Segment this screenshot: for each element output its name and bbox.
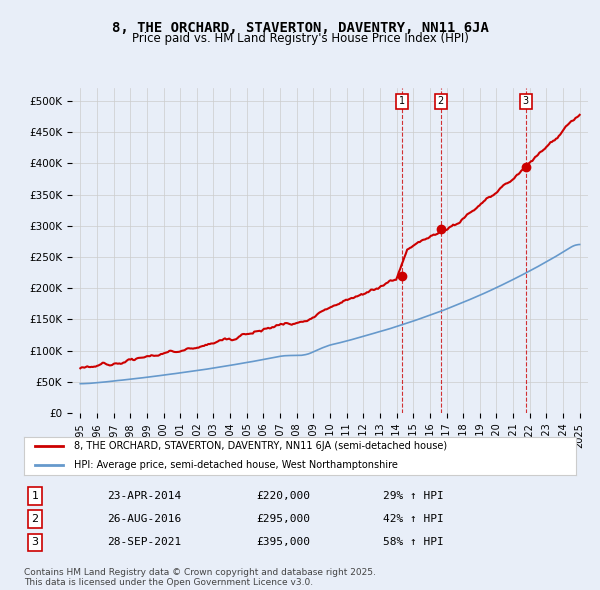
Text: 1: 1 xyxy=(32,491,38,502)
Text: 2: 2 xyxy=(31,514,38,525)
Text: 29% ↑ HPI: 29% ↑ HPI xyxy=(383,491,443,502)
Text: 1: 1 xyxy=(398,97,404,106)
Text: £220,000: £220,000 xyxy=(256,491,310,502)
Text: 58% ↑ HPI: 58% ↑ HPI xyxy=(383,537,443,548)
Text: 26-AUG-2016: 26-AUG-2016 xyxy=(107,514,181,525)
Text: 23-APR-2014: 23-APR-2014 xyxy=(107,491,181,502)
Text: £395,000: £395,000 xyxy=(256,537,310,548)
Text: 3: 3 xyxy=(523,97,529,106)
Text: 2: 2 xyxy=(437,97,444,106)
Text: Contains HM Land Registry data © Crown copyright and database right 2025.
This d: Contains HM Land Registry data © Crown c… xyxy=(24,568,376,587)
Text: 3: 3 xyxy=(32,537,38,548)
Text: 28-SEP-2021: 28-SEP-2021 xyxy=(107,537,181,548)
Text: 8, THE ORCHARD, STAVERTON, DAVENTRY, NN11 6JA (semi-detached house): 8, THE ORCHARD, STAVERTON, DAVENTRY, NN1… xyxy=(74,441,447,451)
Text: Price paid vs. HM Land Registry's House Price Index (HPI): Price paid vs. HM Land Registry's House … xyxy=(131,32,469,45)
Text: HPI: Average price, semi-detached house, West Northamptonshire: HPI: Average price, semi-detached house,… xyxy=(74,460,398,470)
Text: 42% ↑ HPI: 42% ↑ HPI xyxy=(383,514,443,525)
Text: 8, THE ORCHARD, STAVERTON, DAVENTRY, NN11 6JA: 8, THE ORCHARD, STAVERTON, DAVENTRY, NN1… xyxy=(112,21,488,35)
Text: £295,000: £295,000 xyxy=(256,514,310,525)
